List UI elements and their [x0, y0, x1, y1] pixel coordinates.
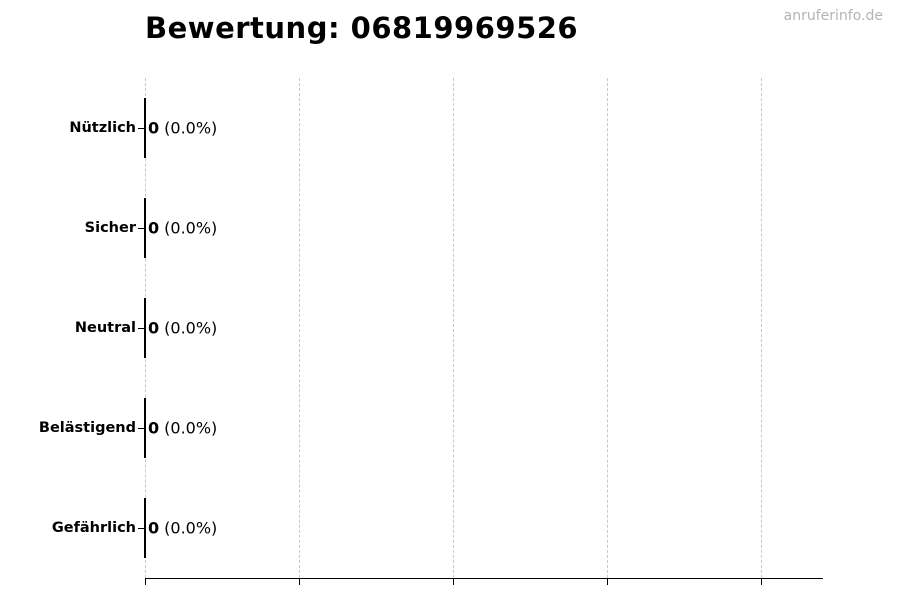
value-percent: (0.0%) [164, 118, 218, 138]
plot-area: Nützlich 0 (0.0%) Sicher 0 (0.0%) Neutral … [39, 78, 823, 585]
zero-width-bar [144, 98, 146, 158]
value-count: 0 [148, 418, 160, 438]
zero-width-bar [144, 498, 146, 558]
zero-width-bar [144, 198, 146, 258]
value-count: 0 [148, 318, 160, 338]
y-axis-tick [138, 427, 144, 429]
value-percent: (0.0%) [164, 218, 218, 238]
value-label: 0 (0.0%) [148, 519, 217, 538]
watermark-anruferinfo: anruferinfo.de [783, 8, 883, 24]
category-label: Sicher [84, 220, 136, 236]
x-axis-tick [298, 579, 300, 585]
value-label: 0 (0.0%) [148, 419, 217, 438]
x-axis-tick [606, 579, 608, 585]
y-axis-tick [138, 227, 144, 229]
category-label: Belästigend [38, 420, 136, 436]
value-label: 0 (0.0%) [148, 319, 217, 338]
value-count: 0 [148, 518, 160, 538]
value-percent: (0.0%) [164, 518, 218, 538]
value-label: 0 (0.0%) [148, 219, 217, 238]
category-label: Gefährlich [51, 520, 136, 536]
y-axis-tick [138, 127, 144, 129]
gridline [453, 78, 454, 578]
zero-width-bar [144, 398, 146, 458]
value-label: 0 (0.0%) [148, 119, 217, 138]
x-axis-tick [452, 579, 454, 585]
gridline [607, 78, 608, 578]
x-axis-tick [760, 579, 762, 585]
y-axis-tick [138, 527, 144, 529]
category-label: Nützlich [69, 120, 136, 136]
value-percent: (0.0%) [164, 318, 218, 338]
value-percent: (0.0%) [164, 418, 218, 438]
y-axis-tick [138, 327, 144, 329]
category-label: Neutral [74, 320, 136, 336]
x-axis-line [145, 577, 823, 579]
gridline [299, 78, 300, 578]
x-axis-tick [144, 579, 146, 585]
value-count: 0 [148, 218, 160, 238]
gridline [761, 78, 762, 578]
value-count: 0 [148, 118, 160, 138]
chart-title: Bewertung: 06819969526 [145, 11, 579, 45]
zero-width-bar [144, 298, 146, 358]
